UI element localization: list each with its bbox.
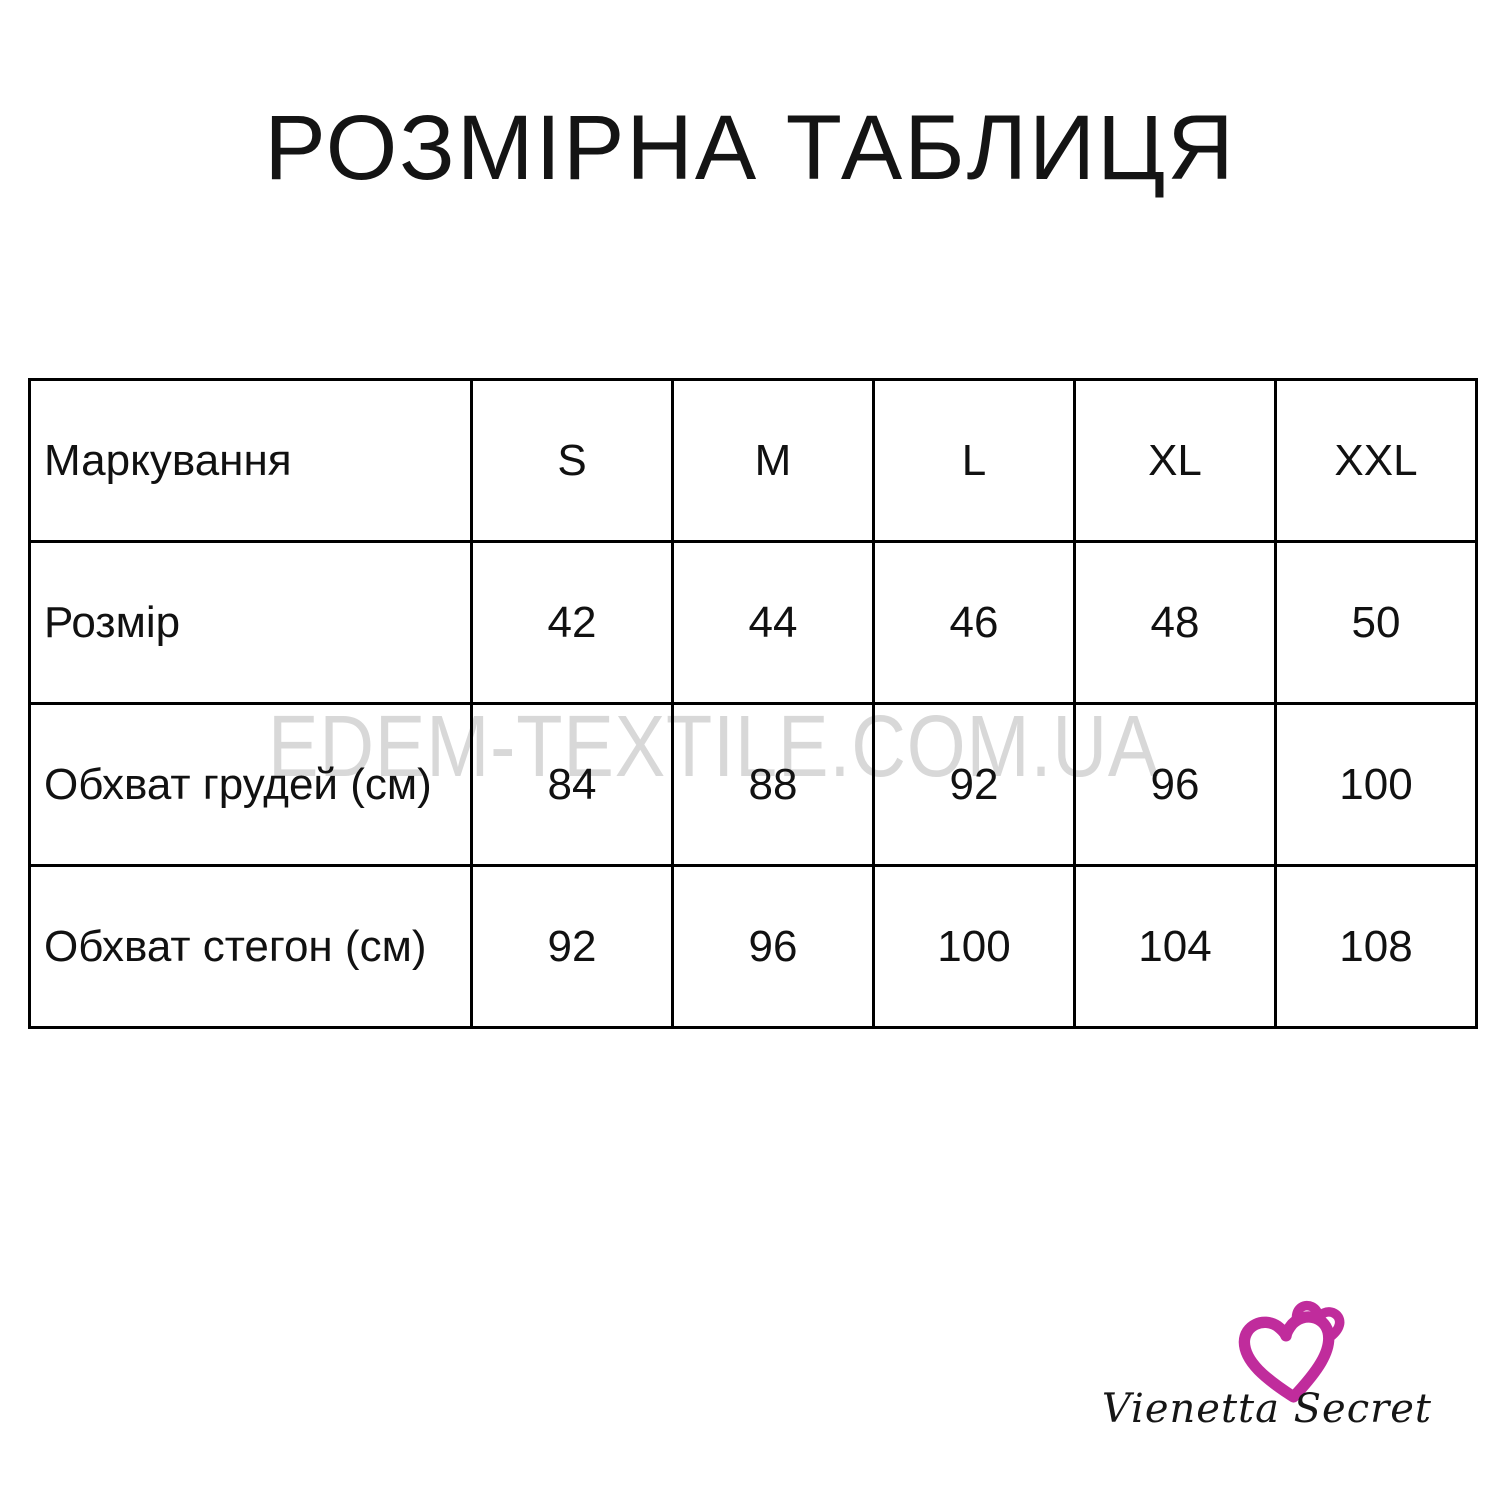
cell-hips-xxl: 108: [1274, 864, 1478, 1029]
row-label-hips: Обхват стегон (см): [28, 864, 473, 1029]
double-heart-icon: [1238, 1300, 1345, 1403]
row-label-size: Розмір: [28, 540, 473, 705]
header-cell-size-l: L: [872, 378, 1076, 543]
cell-size-s: 42: [470, 540, 674, 705]
brand-name: Vienetta Secret: [1101, 1386, 1432, 1432]
page-title: РОЗМІРНА ТАБЛИЦЯ: [264, 97, 1236, 199]
cell-hips-m: 96: [671, 864, 875, 1029]
table-row-chest: Обхват грудей (см) 84 88 92 96 100: [28, 702, 1478, 867]
cell-size-xxl: 50: [1274, 540, 1478, 705]
cell-hips-xl: 104: [1073, 864, 1277, 1029]
cell-hips-s: 92: [470, 864, 674, 1029]
cell-chest-s: 84: [470, 702, 674, 867]
cell-chest-m: 88: [671, 702, 875, 867]
row-label-chest: Обхват грудей (см): [28, 702, 473, 867]
brand-logo: Vienetta Secret: [1102, 1290, 1440, 1465]
header-cell-size-s: S: [470, 378, 674, 543]
cell-chest-l: 92: [872, 702, 1076, 867]
header-cell-size-xl: XL: [1073, 378, 1277, 543]
header-cell-size-m: M: [671, 378, 875, 543]
cell-size-m: 44: [671, 540, 875, 705]
header-cell-size-xxl: XXL: [1274, 378, 1478, 543]
size-table: Маркування S M L XL XXL Розмір 42 44 46 …: [28, 378, 1478, 1029]
cell-size-l: 46: [872, 540, 1076, 705]
table-row-hips: Обхват стегон (см) 92 96 100 104 108: [28, 864, 1478, 1029]
cell-chest-xxl: 100: [1274, 702, 1478, 867]
cell-chest-xl: 96: [1073, 702, 1277, 867]
table-row-size: Розмір 42 44 46 48 50: [28, 540, 1478, 705]
cell-size-xl: 48: [1073, 540, 1277, 705]
cell-hips-l: 100: [872, 864, 1076, 1029]
header-cell-marking: Маркування: [28, 378, 473, 543]
table-header-row: Маркування S M L XL XXL: [28, 378, 1478, 543]
